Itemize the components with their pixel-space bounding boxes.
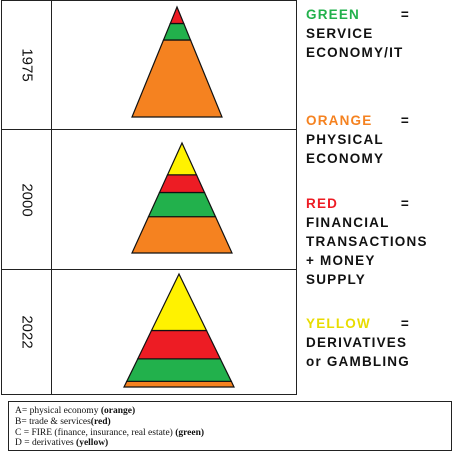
note-color: (yellow) (76, 438, 109, 449)
year-label: 1975 (18, 48, 35, 82)
year-cell: 1975 (2, 1, 52, 129)
legend-equals: = (400, 7, 410, 22)
legend-yellow: YELLOW = DERIVATIVES or GAMBLING (306, 314, 454, 371)
legend-desc-line: FINANCIAL (306, 215, 390, 230)
note-color: (green) (175, 427, 205, 438)
legend-orange: ORANGE = PHYSICAL ECONOMY (306, 111, 454, 168)
note-line-b: B= trade & services(red) (15, 417, 445, 428)
legend-equals: = (400, 196, 410, 211)
pyramid-1975 (131, 5, 223, 118)
legend-green: GREEN = SERVICE ECONOMY/IT (306, 5, 454, 62)
note-color: (red) (90, 416, 111, 427)
legend-keyword: GREEN (306, 7, 361, 22)
pyramid-layer-green (162, 22, 192, 41)
legend-keyword: RED (306, 196, 339, 211)
pyramid-layer-red (158, 174, 206, 194)
pyramid-layer-green (147, 191, 217, 218)
pyramid-layer-red (169, 5, 185, 25)
legend-desc-line: TRANSACTIONS (306, 234, 428, 249)
legend-equals: = (400, 316, 410, 331)
pyramid-grid: 1975 2000 2022 (1, 0, 297, 395)
pyramid-layer-orange (131, 216, 233, 254)
year-label: 2000 (18, 182, 35, 217)
legend-desc-line: or GAMBLING (306, 354, 410, 369)
year-cell: 2000 (2, 130, 52, 269)
note-color: (orange) (100, 406, 136, 416)
note-line-d: D = derivatives (yellow) (15, 438, 445, 449)
legend-desc-line: SUPPLY (306, 272, 366, 287)
notes-box: A= physical economy (orange) B= trade & … (8, 401, 452, 451)
pyramid-layer-green (125, 358, 233, 382)
legend-keyword: ORANGE (306, 113, 373, 128)
pyramid-layer-yellow (166, 141, 198, 176)
pyramid-layer-yellow (150, 272, 208, 332)
legend-desc-line: ECONOMY (306, 151, 385, 166)
pyramid-layer-orange (123, 380, 235, 388)
year-cell: 2022 (2, 270, 52, 394)
year-label: 2022 (18, 315, 35, 349)
pyramid-2000 (131, 141, 233, 254)
note-line-a: A= physical economy (orange) (15, 406, 445, 417)
note-text: C = FIRE (finance, insurance, real estat… (15, 427, 176, 438)
legend-equals: = (400, 113, 410, 128)
note-text: B= trade & services (15, 416, 91, 427)
legend-desc-line: SERVICE (306, 26, 374, 41)
pyramid-layer-orange (131, 39, 223, 118)
pyramid-layer-red (136, 329, 222, 360)
legend-desc-line: DERIVATIVES (306, 335, 408, 350)
row-1975: 1975 (1, 0, 297, 130)
legend-desc-line: PHYSICAL (306, 132, 384, 147)
legend-red: RED = FINANCIAL TRANSACTIONS + MONEY SUP… (306, 194, 454, 289)
note-text: D = derivatives (15, 438, 77, 449)
row-2022: 2022 (1, 269, 297, 395)
row-2000: 2000 (1, 129, 297, 270)
legend-desc-line: + MONEY (306, 253, 376, 268)
legend-desc-line: ECONOMY/IT (306, 45, 404, 60)
legend-keyword: YELLOW (306, 316, 371, 331)
pyramid-2022 (123, 272, 235, 388)
note-line-c: C = FIRE (finance, insurance, real estat… (15, 428, 445, 439)
note-text: A= physical economy (15, 406, 101, 416)
